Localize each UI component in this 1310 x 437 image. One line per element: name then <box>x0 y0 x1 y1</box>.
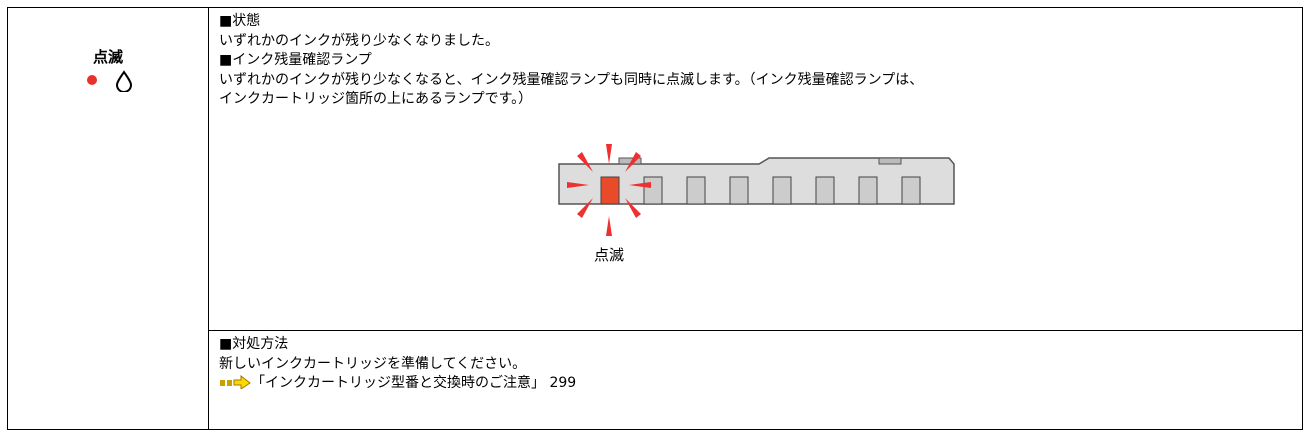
heading: ■状態 <box>219 13 261 29</box>
reference-link[interactable]: 「インクカートリッジ型番と交換時のご注意」 <box>251 375 545 391</box>
heading: ■対処方法 <box>219 336 289 352</box>
tab <box>878 157 902 164</box>
lamp-illustration: 点滅 <box>558 143 955 264</box>
burst <box>567 143 651 236</box>
status-table: 点滅 ■状態 いずれかのインクが残り少なくなりました。 ■インク残量確認ランプ … <box>7 7 1303 430</box>
lamps <box>643 176 921 204</box>
text: いずれかのインクが残り少なくなると、インク残量確認ランプも同時に点滅します。（イ… <box>219 71 924 88</box>
text: 新しいインクカートリッジを準備してください。 <box>219 355 527 372</box>
link-icon <box>220 374 251 390</box>
ink-drop <box>115 69 133 93</box>
lit-lamp <box>600 176 620 204</box>
reference: 「インクカートリッジ型番と交換時のご注意」 299 <box>219 374 1292 394</box>
heading: ■インク残量確認ランプ <box>219 52 372 68</box>
status-icons <box>87 69 133 93</box>
text: インクカートリッジ箇所の上にあるランプです。） <box>219 91 533 107</box>
text: いずれかのインクが残り少なくなりました。 <box>219 32 499 49</box>
figure-label: 点滅 <box>594 246 624 264</box>
remedy-cell: ■対処方法 新しいインクカートリッジを準備してください。 「インクカートリッジ型… <box>208 330 1303 430</box>
status-cell: 点滅 <box>7 7 209 430</box>
red-dot <box>87 74 97 85</box>
info-cell: ■状態 いずれかのインクが残り少なくなりました。 ■インク残量確認ランプ いずれ… <box>208 7 1303 331</box>
status-label: 点滅 <box>92 48 123 66</box>
page-number: 299 <box>549 375 577 391</box>
